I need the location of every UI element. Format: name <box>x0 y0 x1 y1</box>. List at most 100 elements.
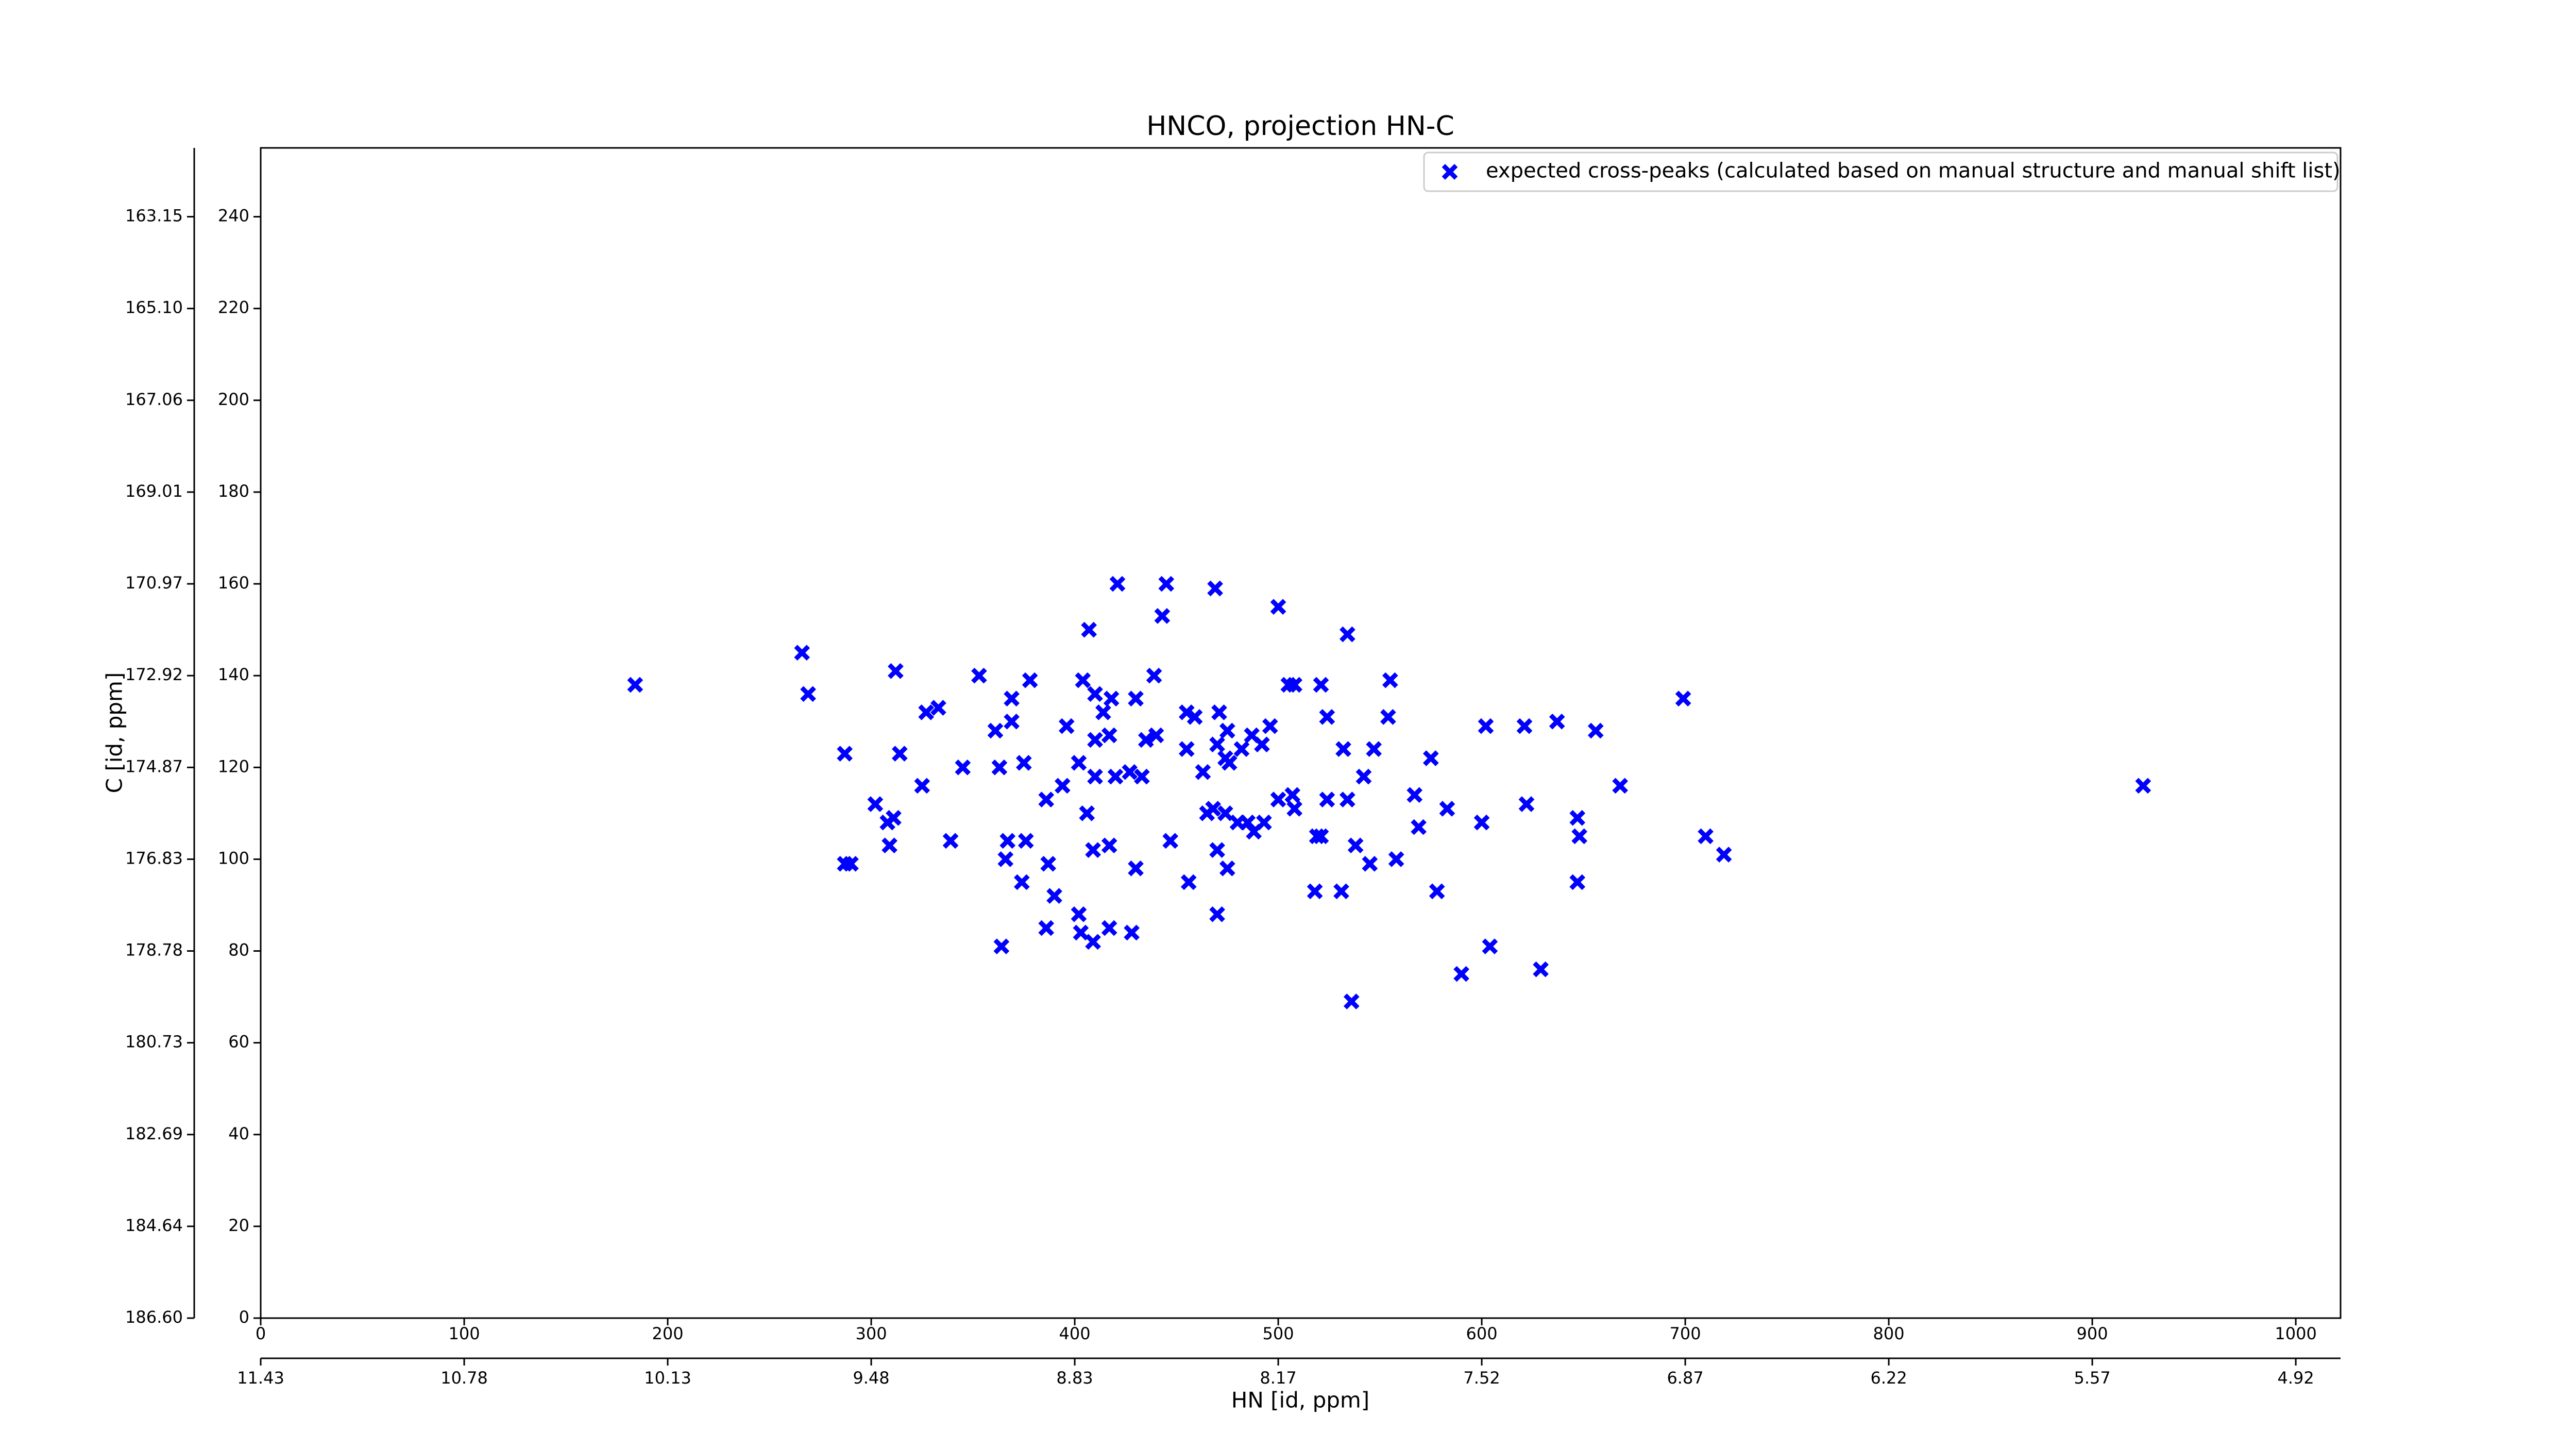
x-tick-label: 100 <box>448 1324 480 1343</box>
marker <box>991 759 1008 776</box>
marker <box>1478 718 1494 734</box>
marker <box>1549 713 1565 730</box>
marker <box>1209 906 1225 922</box>
marker <box>1134 768 1150 785</box>
y2-tick-label: 167.06 <box>125 390 183 409</box>
marker <box>1382 672 1398 688</box>
marker <box>1229 814 1246 831</box>
marker <box>1073 924 1089 941</box>
marker <box>1698 828 1714 845</box>
marker <box>1101 837 1117 854</box>
x2-tick-label: 6.87 <box>1667 1368 1703 1388</box>
marker <box>955 759 971 776</box>
marker <box>1046 888 1062 904</box>
marker <box>1587 722 1604 739</box>
y2-tick-label: 178.78 <box>125 940 183 960</box>
y2-tick-label: 180.73 <box>125 1032 183 1052</box>
marker <box>1022 672 1038 688</box>
marker <box>800 686 816 702</box>
x-tick-label: 1000 <box>2275 1324 2316 1343</box>
x2-tick-label: 10.78 <box>440 1368 488 1388</box>
x-tick-label: 200 <box>652 1324 683 1343</box>
marker <box>1343 993 1360 1009</box>
marker <box>1004 690 1020 707</box>
marker <box>1095 704 1111 720</box>
marker <box>1219 860 1235 877</box>
y-tick-label: 240 <box>218 206 249 226</box>
marker <box>1221 755 1238 771</box>
marker <box>867 796 884 812</box>
marker <box>1319 709 1335 725</box>
plot-frame <box>260 147 2342 1319</box>
marker <box>1453 966 1469 982</box>
chart-title: HNCO, projection HN-C <box>1146 111 1454 142</box>
marker <box>1406 787 1423 803</box>
y2-tick-label: 163.15 <box>125 206 183 226</box>
marker <box>1569 810 1586 826</box>
y-tick-label: 20 <box>228 1216 249 1235</box>
marker <box>1015 755 1032 771</box>
x-tick-label: 0 <box>256 1324 266 1343</box>
marker <box>1429 883 1445 900</box>
y2-tick-label: 182.69 <box>125 1124 183 1143</box>
marker <box>1675 690 1691 707</box>
marker <box>1038 791 1055 808</box>
marker <box>1482 938 1498 954</box>
marker <box>627 677 643 693</box>
marker <box>1569 874 1586 890</box>
marker <box>1233 741 1250 757</box>
marker <box>1146 667 1162 684</box>
marker <box>1071 906 1087 922</box>
marker <box>971 667 987 684</box>
y-tick-label: 120 <box>218 756 249 776</box>
y2-tick-label: 170.97 <box>125 573 183 593</box>
marker <box>987 722 1004 739</box>
marker <box>993 938 1010 954</box>
legend-box <box>1423 151 2338 192</box>
y-tick-label: 160 <box>218 573 249 593</box>
marker <box>930 700 946 716</box>
marker <box>1286 801 1303 817</box>
y-tick-label: 220 <box>218 298 249 317</box>
x2-tick-label: 8.17 <box>1260 1368 1296 1388</box>
marker <box>1347 837 1364 854</box>
y-tick-label: 200 <box>218 390 249 409</box>
marker <box>1612 778 1629 794</box>
marker <box>1040 855 1057 872</box>
marker <box>1211 704 1227 720</box>
marker <box>794 645 810 661</box>
marker <box>1087 732 1103 748</box>
marker <box>1209 842 1225 858</box>
marker <box>886 810 902 826</box>
marker <box>1075 672 1091 688</box>
y-tick-label: 140 <box>218 665 249 684</box>
marker <box>1180 874 1197 890</box>
marker <box>1209 736 1225 753</box>
marker <box>1217 805 1233 821</box>
marker <box>1158 576 1175 592</box>
marker <box>1219 722 1235 739</box>
marker <box>1004 713 1020 730</box>
x-axis-label: HN [id, ppm] <box>1231 1388 1369 1413</box>
legend-marker <box>1442 164 1458 180</box>
x-tick-label: 600 <box>1466 1324 1498 1343</box>
marker <box>1313 828 1329 845</box>
marker <box>1246 823 1262 840</box>
marker <box>1388 851 1404 867</box>
x-tick-label: 700 <box>1670 1324 1701 1343</box>
marker <box>1018 833 1034 849</box>
marker <box>1162 833 1179 849</box>
marker <box>942 833 959 849</box>
x2-tick-label: 7.52 <box>1463 1368 1500 1388</box>
marker <box>1333 883 1349 900</box>
marker <box>882 837 897 854</box>
x2-tick-label: 8.83 <box>1056 1368 1093 1388</box>
marker <box>1138 732 1154 748</box>
y2-tick-label: 184.64 <box>125 1216 183 1235</box>
marker <box>1516 718 1533 734</box>
marker <box>1207 580 1223 597</box>
marker <box>1205 801 1222 817</box>
marker <box>1038 920 1055 936</box>
marker <box>1313 677 1329 693</box>
